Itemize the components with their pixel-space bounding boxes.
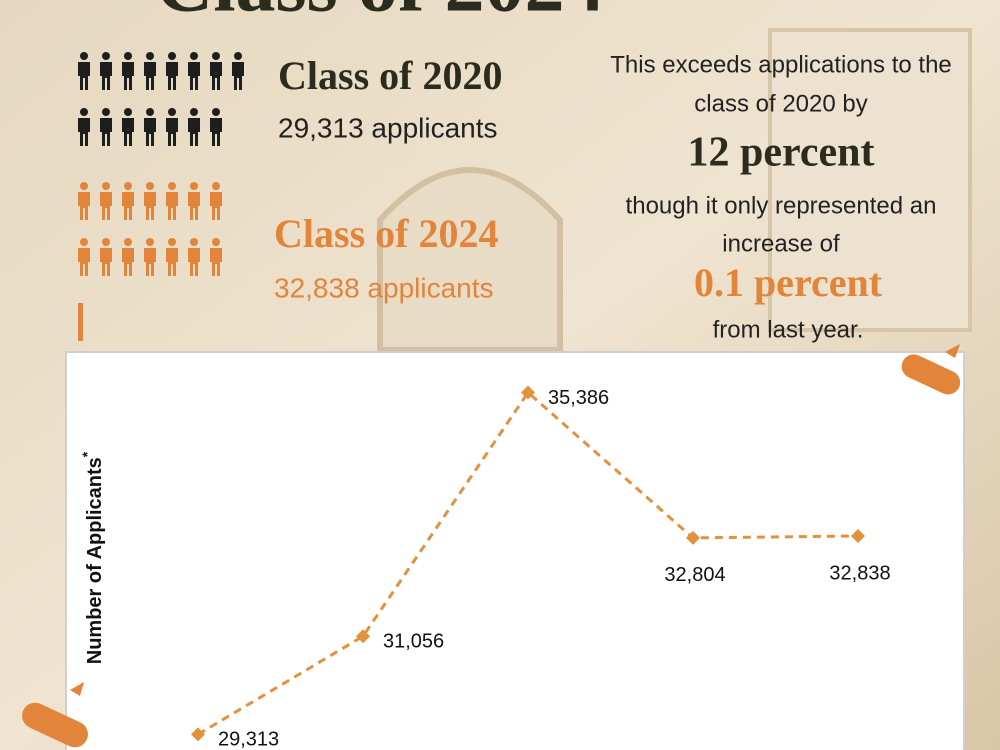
class-2020-title: Class of 2020 xyxy=(278,53,502,98)
person-icon-head xyxy=(212,238,220,246)
person-icon-head xyxy=(102,108,110,116)
data-point xyxy=(521,385,535,400)
person-icon-body xyxy=(210,192,222,220)
statement-line: class of 2020 by xyxy=(694,90,867,117)
person-icon-body xyxy=(188,192,200,220)
statement-highlight: 0.1 percent xyxy=(694,260,883,305)
statement-line: from last year. xyxy=(713,316,864,343)
statement-line: increase of xyxy=(722,230,840,257)
class-2020-applicants: 29,313 applicants xyxy=(278,112,498,143)
data-point xyxy=(686,530,700,545)
person-icon-head xyxy=(190,238,198,246)
person-icon-body xyxy=(210,62,222,90)
person-icon-body xyxy=(100,192,112,220)
person-icon-head xyxy=(80,108,88,116)
person-icon-head xyxy=(124,108,132,116)
data-point xyxy=(851,528,865,543)
person-icon-head xyxy=(124,52,132,60)
chart-panel xyxy=(65,351,965,750)
person-icon-body xyxy=(166,118,178,146)
page-title: Class of 2024 xyxy=(156,0,605,28)
person-icon-body xyxy=(188,118,200,146)
person-icon-head xyxy=(146,108,154,116)
data-label: 32,838 xyxy=(829,562,890,584)
person-icon-head xyxy=(212,52,220,60)
person-icon-head xyxy=(168,182,176,190)
statement-line: though it only represented an xyxy=(626,192,937,219)
person-icon-body xyxy=(100,62,112,90)
person-icon-body xyxy=(166,248,178,276)
data-point xyxy=(356,629,370,644)
people-icons-2024 xyxy=(78,182,222,341)
person-icon-head xyxy=(190,52,198,60)
person-icon-body xyxy=(188,62,200,90)
person-icon-body xyxy=(122,118,134,146)
person-icon-head xyxy=(124,182,132,190)
people-icons-2020 xyxy=(78,52,244,146)
person-icon-body xyxy=(232,62,244,90)
person-icon-body xyxy=(144,192,156,220)
person-icon-body xyxy=(78,62,90,90)
class-2024-applicants: 32,838 applicants xyxy=(274,272,494,303)
person-icon-body xyxy=(122,192,134,220)
window-decoration xyxy=(768,28,972,332)
person-icon-head xyxy=(146,182,154,190)
person-icon-head xyxy=(146,238,154,246)
statement-highlight: 12 percent xyxy=(687,130,874,176)
person-icon-head xyxy=(190,108,198,116)
person-icon-body xyxy=(210,118,222,146)
person-icon-head xyxy=(212,108,220,116)
person-icon-body xyxy=(78,118,90,146)
person-icon-body xyxy=(144,62,156,90)
y-axis-label: Number of Applicants* xyxy=(79,451,107,664)
data-line xyxy=(197,390,859,736)
person-icon-head xyxy=(102,182,110,190)
person-icon-head xyxy=(80,182,88,190)
person-icon-body xyxy=(144,118,156,146)
person-icon-head xyxy=(190,182,198,190)
scroll-decoration xyxy=(22,344,961,748)
person-icon-body xyxy=(78,248,90,276)
person-icon-body xyxy=(100,118,112,146)
person-icon-partial xyxy=(78,303,83,341)
person-icon-body xyxy=(144,248,156,276)
person-icon-body xyxy=(166,62,178,90)
y-axis-label-mark: * xyxy=(79,451,95,457)
class-2024-title: Class of 2024 xyxy=(274,211,498,256)
arch-decoration xyxy=(377,167,563,353)
person-icon-body xyxy=(122,62,134,90)
data-point xyxy=(191,727,205,742)
person-icon-head xyxy=(80,238,88,246)
person-icon-head xyxy=(102,238,110,246)
person-icon-head xyxy=(234,52,242,60)
y-axis-label-text: Number of Applicants xyxy=(84,457,106,664)
person-icon-head xyxy=(168,108,176,116)
person-icon-body xyxy=(122,248,134,276)
person-icon-head xyxy=(146,52,154,60)
person-icon-body xyxy=(166,192,178,220)
person-icon-body xyxy=(210,248,222,276)
data-label: 31,056 xyxy=(383,631,444,653)
data-label: 32,804 xyxy=(664,564,725,586)
plot: 29,313 31,056 35,386 32,804 32,838 xyxy=(191,385,891,750)
person-icon-head xyxy=(102,52,110,60)
person-icon-head xyxy=(212,182,220,190)
person-icon-body xyxy=(78,192,90,220)
person-icon-head xyxy=(168,52,176,60)
person-icon-head xyxy=(168,238,176,246)
person-icon-head xyxy=(80,52,88,60)
person-icon-body xyxy=(100,248,112,276)
data-label: 35,386 xyxy=(548,387,609,409)
data-label: 29,313 xyxy=(218,729,279,750)
person-icon-head xyxy=(124,238,132,246)
person-icon-body xyxy=(188,248,200,276)
statement-line: This exceeds applications to the xyxy=(610,51,952,78)
